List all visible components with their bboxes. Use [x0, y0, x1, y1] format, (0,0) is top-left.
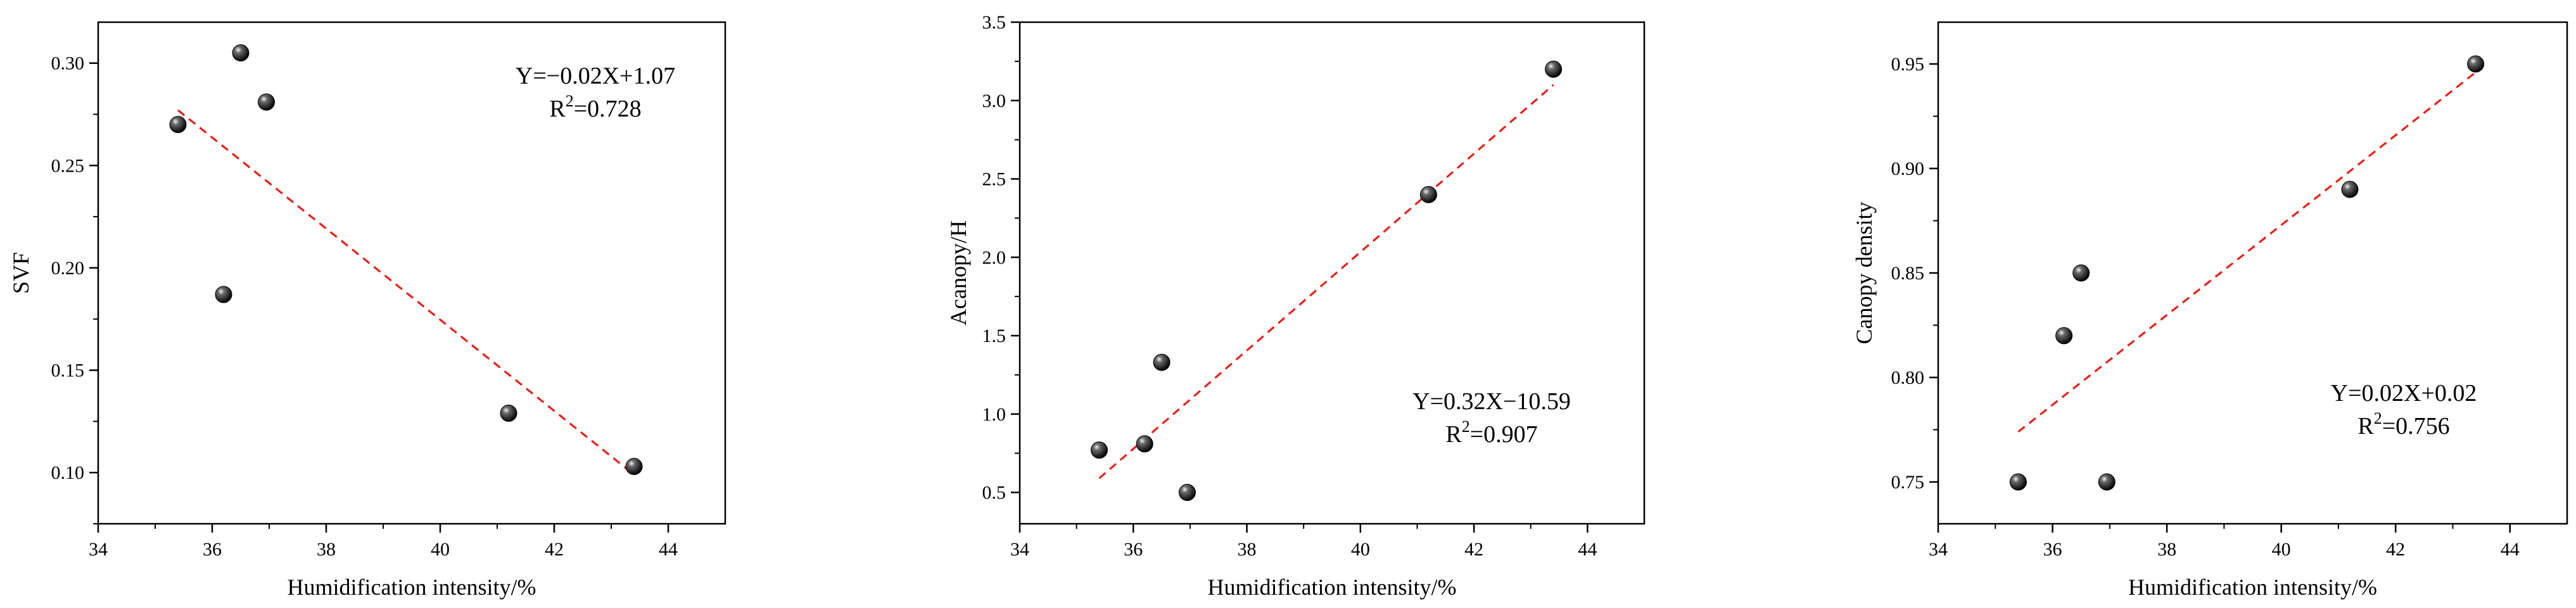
x-tick-label: 34 — [1929, 539, 1948, 560]
y-tick-label: 0.90 — [1891, 158, 1925, 179]
x-tick-label: 42 — [545, 539, 564, 560]
y-tick-label: 0.85 — [1891, 263, 1925, 284]
r-squared: R2=0.756 — [2357, 409, 2449, 440]
x-tick-label: 34 — [89, 539, 108, 560]
plot-frame — [1937, 21, 2568, 525]
data-point — [1545, 60, 1563, 78]
y-tick-label: 3.5 — [982, 12, 1006, 33]
data-point — [500, 404, 517, 422]
y-tick-label: 0.80 — [1891, 367, 1925, 388]
data-point — [625, 457, 643, 475]
data-point — [1178, 484, 1196, 501]
y-tick-label: 0.5 — [982, 483, 1006, 504]
y-tick-label: 2.5 — [982, 169, 1006, 190]
y-tick-label: 0.75 — [1891, 472, 1925, 493]
y-tick-label: 3.0 — [982, 91, 1006, 111]
y-axis-title: SVF — [8, 252, 34, 294]
r-squared-r: R — [549, 96, 566, 122]
r-squared-r: R — [2357, 413, 2374, 440]
r-squared-exponent: 2 — [566, 92, 574, 110]
y-axis-title: Acanopy/H — [946, 220, 971, 326]
fit-equation: Y=0.02X+0.02 — [2331, 380, 2477, 407]
plot-frame — [97, 21, 726, 525]
data-point — [2341, 180, 2359, 198]
y-tick-label: 0.25 — [51, 155, 85, 176]
data-point — [2098, 473, 2116, 491]
x-axis-title: Humidification intensity/% — [2128, 574, 2377, 600]
x-tick-label: 38 — [1238, 539, 1257, 560]
data-point — [258, 93, 275, 111]
data-point — [169, 116, 187, 134]
r-squared: R2=0.907 — [1445, 417, 1537, 448]
fit-line — [1098, 84, 1554, 479]
r-squared-r: R — [1445, 421, 1462, 448]
r-squared: R2=0.728 — [549, 92, 641, 122]
fit-line — [177, 109, 635, 476]
data-point — [215, 286, 232, 303]
data-point — [2072, 264, 2090, 282]
fit-line — [2017, 71, 2477, 433]
x-tick-label: 36 — [2043, 539, 2062, 560]
x-tick-label: 44 — [1578, 539, 1597, 560]
y-tick-label: 0.30 — [51, 53, 85, 74]
chart-panel-2: 34 36 38 40 42 44 0.5 1.0 1.5 2.0 2.5 3.0 3.5 Humidif… — [946, 12, 1646, 600]
chart-panel-3: 34 36 38 40 42 44 0.75 0.80 0.85 0.90 0.95 Humidifi… — [1851, 21, 2568, 600]
r-squared-value: =0.907 — [1470, 421, 1538, 448]
data-point — [2009, 473, 2027, 491]
fit-equation: Y=0.32X−10.59 — [1412, 388, 1571, 415]
data-point — [1136, 435, 1153, 453]
data-point — [1419, 186, 1437, 203]
y-tick-label: 2.0 — [982, 247, 1006, 268]
x-tick-label: 34 — [1010, 539, 1029, 560]
y-tick-label: 1.5 — [982, 326, 1006, 346]
x-axis-title: Humidification intensity/% — [1208, 574, 1457, 600]
x-tick-label: 40 — [1351, 539, 1370, 560]
data-point — [1090, 441, 1108, 459]
y-tick-label: 1.0 — [982, 404, 1006, 425]
x-tick-label: 44 — [2501, 539, 2520, 560]
data-point — [2467, 55, 2485, 73]
x-tick-label: 36 — [203, 539, 222, 560]
y-tick-label: 0.10 — [51, 462, 85, 483]
x-tick-label: 38 — [317, 539, 336, 560]
data-point — [1153, 353, 1171, 371]
r-squared-value: =0.728 — [574, 96, 642, 122]
x-tick-label: 42 — [2386, 539, 2405, 560]
r-squared-value: =0.756 — [2382, 413, 2450, 440]
x-axis-title: Humidification intensity/% — [288, 574, 536, 600]
y-tick-label: 0.95 — [1891, 54, 1925, 75]
x-tick-label: 44 — [659, 539, 678, 560]
x-tick-label: 40 — [431, 539, 450, 560]
r-squared-exponent: 2 — [1462, 417, 1470, 436]
x-tick-label: 42 — [1464, 539, 1483, 560]
data-point — [2055, 327, 2073, 345]
y-axis-title: Canopy density — [1851, 202, 1877, 345]
r-squared-exponent: 2 — [2374, 409, 2382, 428]
data-point — [232, 44, 250, 61]
fit-equation: Y=−0.02X+1.07 — [516, 63, 675, 89]
x-tick-label: 38 — [2157, 539, 2176, 560]
plot-frame — [1018, 21, 1646, 525]
x-tick-label: 36 — [1124, 539, 1143, 560]
y-tick-label: 0.20 — [51, 258, 85, 279]
x-tick-label: 40 — [2272, 539, 2291, 560]
chart-panel-1: 34 36 38 40 42 44 0.10 0.15 0.20 0.25 0.30 Humidifi… — [8, 21, 726, 600]
y-tick-label: 0.15 — [51, 360, 85, 381]
